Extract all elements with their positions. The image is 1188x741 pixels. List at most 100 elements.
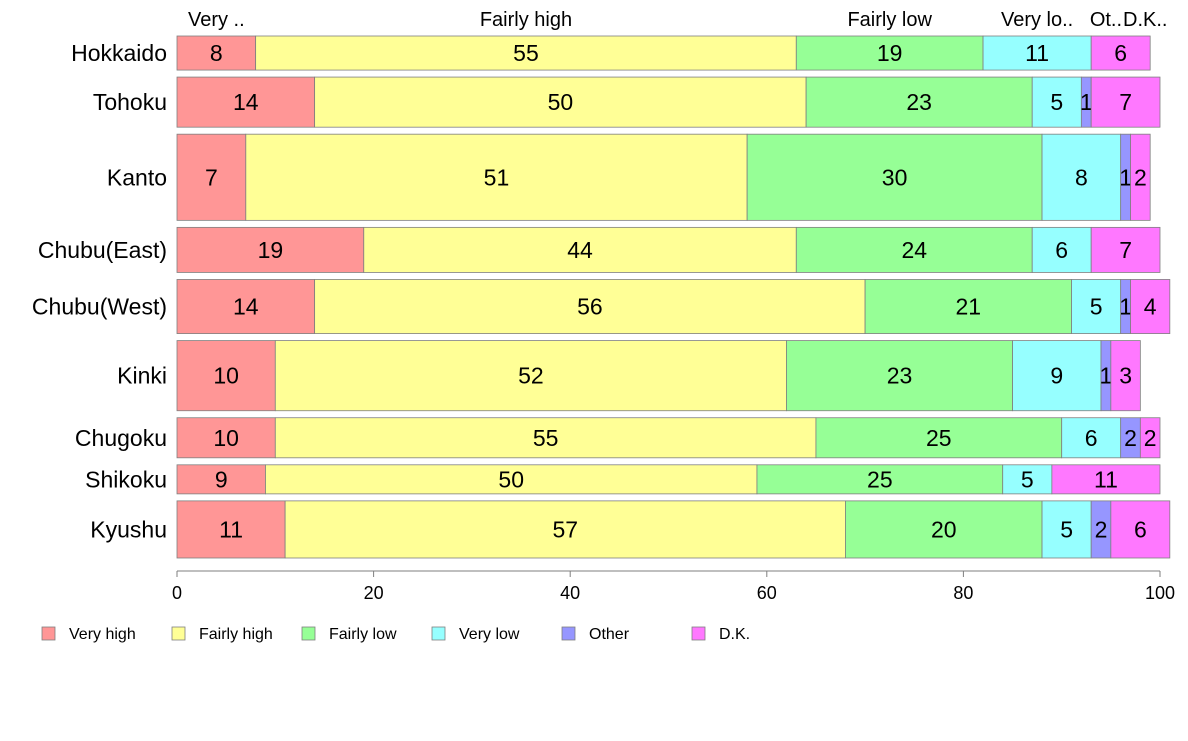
category-label: Shikoku [85, 466, 167, 492]
category-label: Hokkaido [71, 40, 167, 66]
data-label: 10 [213, 363, 239, 389]
legend-label: Fairly high [199, 626, 273, 643]
data-label: 51 [484, 164, 510, 190]
data-label: 7 [205, 164, 218, 190]
bar-segment [1090, 35, 1151, 71]
bar-segment [1051, 464, 1161, 495]
legend-swatch [171, 626, 186, 641]
data-label: 11 [219, 516, 243, 542]
data-label: 2 [1144, 425, 1157, 451]
data-label: 1 [1119, 164, 1132, 190]
bar-segment [1090, 226, 1161, 273]
bar-segment [1041, 133, 1122, 221]
data-label: 20 [931, 516, 957, 542]
bar-segment [1130, 133, 1151, 221]
bar-segment [795, 35, 984, 71]
bar-segment [363, 226, 797, 273]
data-label: 5 [1050, 89, 1063, 115]
data-label: 57 [552, 516, 578, 542]
data-label: 19 [258, 237, 284, 263]
data-label: 5 [1090, 294, 1103, 320]
data-label: 50 [498, 466, 524, 492]
bar-segment [274, 340, 787, 412]
bar-segment [255, 35, 797, 71]
bar-segment [845, 500, 1043, 559]
bar-segment [1139, 417, 1161, 459]
bar-segment [176, 226, 365, 273]
bar-segment [1041, 500, 1092, 559]
legend-swatch [301, 626, 316, 641]
legend-swatch [41, 626, 56, 641]
x-tick-label: 100 [1145, 583, 1175, 603]
data-label: 3 [1119, 363, 1132, 389]
x-tick-label: 0 [172, 583, 182, 603]
data-label: 10 [213, 425, 239, 451]
data-label: 11 [1025, 40, 1049, 66]
header-label: Ot.. [1090, 9, 1122, 31]
bar-segment [176, 35, 257, 71]
data-label: 7 [1119, 89, 1132, 115]
bar-segment [1090, 76, 1161, 128]
x-tick-label: 60 [757, 583, 777, 603]
bar-segment [314, 76, 807, 128]
bar-segment [176, 417, 276, 459]
data-label: 5 [1060, 516, 1073, 542]
data-label: 8 [210, 40, 223, 66]
bar-segment [176, 133, 247, 221]
data-label: 55 [513, 40, 539, 66]
data-label: 2 [1095, 516, 1108, 542]
data-label: 1 [1119, 294, 1132, 320]
legend-label: Very low [459, 626, 520, 643]
data-label: 25 [867, 466, 893, 492]
bar-segment [746, 133, 1043, 221]
data-label: 6 [1114, 40, 1127, 66]
bar-segment [176, 464, 266, 495]
data-label: 56 [577, 294, 603, 320]
legend-label: Other [589, 626, 630, 643]
data-label: 11 [1094, 466, 1118, 492]
legend-label: D.K. [719, 626, 750, 643]
bar-segment [786, 340, 1013, 412]
legend-swatch [431, 626, 446, 641]
category-label: Chugoku [75, 425, 167, 451]
header-label: Fairly low [847, 9, 932, 31]
legend-swatch [561, 626, 576, 641]
bar-segment [1031, 76, 1082, 128]
header-label: Fairly high [480, 9, 572, 31]
data-label: 6 [1085, 425, 1098, 451]
legend-swatch [691, 626, 706, 641]
bar-segment [1061, 417, 1122, 459]
header-label: Very lo.. [1001, 9, 1073, 31]
category-label: Chubu(East) [38, 237, 167, 263]
bar-segment [805, 76, 1033, 128]
data-label: 2 [1134, 164, 1147, 190]
bar-segment [1002, 464, 1053, 495]
data-label: 30 [882, 164, 908, 190]
bar-segment [245, 133, 748, 221]
data-label: 24 [901, 237, 927, 263]
data-label: 5 [1021, 466, 1034, 492]
data-label: 6 [1134, 516, 1147, 542]
bar-segment [1071, 279, 1122, 334]
data-label: 25 [926, 425, 952, 451]
x-tick-label: 40 [560, 583, 580, 603]
data-label: 6 [1055, 237, 1068, 263]
data-label: 52 [518, 363, 544, 389]
category-label: Chubu(West) [32, 294, 167, 320]
bar-segment [815, 417, 1063, 459]
data-label: 1 [1100, 363, 1113, 389]
data-label: 21 [956, 294, 982, 320]
bar-segment [1110, 340, 1141, 412]
bar-segment [274, 417, 817, 459]
bar-segment [1110, 500, 1171, 559]
bar-segment [982, 35, 1092, 71]
data-label: 7 [1119, 237, 1132, 263]
data-label: 1 [1080, 89, 1093, 115]
data-label: 9 [215, 466, 228, 492]
data-label: 19 [877, 40, 903, 66]
bar-segment [864, 279, 1072, 334]
data-label: 8 [1075, 164, 1088, 190]
bar-segment [314, 279, 866, 334]
data-label: 23 [906, 89, 932, 115]
